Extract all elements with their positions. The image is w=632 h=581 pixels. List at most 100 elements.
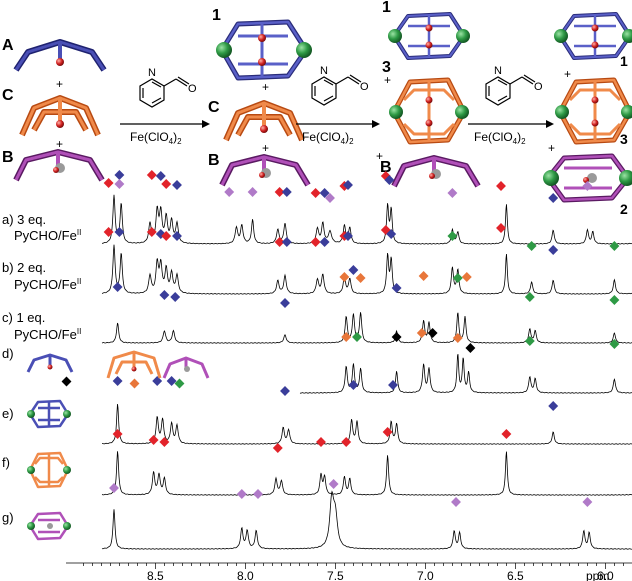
- cage-3b-iron-right: [621, 105, 632, 119]
- peak-marker-a-blue: [114, 170, 125, 180]
- peak-marker-a-violet: [114, 179, 125, 189]
- pyridine-aldehyde-1: [139, 76, 190, 108]
- peak-marker-b-red: [103, 227, 114, 237]
- peak-marker-a-red: [161, 179, 172, 189]
- diamond-orange-legend: [129, 378, 140, 389]
- label-e: e): [2, 406, 14, 421]
- peak-marker-f-red: [272, 443, 283, 453]
- cage-3-orange: [391, 77, 467, 145]
- spectrum-trace-a: [101, 194, 632, 245]
- spectrum-trace-c: [101, 312, 632, 344]
- peak-marker-f-red: [316, 437, 326, 447]
- mini-cage-1-iron-right: [63, 410, 71, 418]
- peak-marker-a-blue: [172, 180, 182, 190]
- spectrum-trace-g: [101, 490, 632, 550]
- label-B3: B: [380, 159, 392, 176]
- mini-tripod-orange: [106, 350, 162, 379]
- peak-marker-b-red: [161, 231, 172, 241]
- peak-marker-a-violet: [582, 181, 593, 191]
- mini-cage-1: [28, 399, 70, 429]
- cage-1b-oxygen-bottom: [425, 41, 433, 49]
- label-c-line1: c) 1 eq.: [2, 310, 45, 325]
- tripod-B-oxygen: [53, 167, 59, 173]
- peak-marker-d-black: [465, 343, 476, 353]
- peak-marker-d-black: [427, 328, 438, 338]
- peak-marker-g-violet: [253, 489, 263, 499]
- cage-1-iron-left: [216, 42, 232, 58]
- peak-marker-c-blue: [112, 282, 123, 292]
- axis-tick-label: 7.0: [417, 569, 434, 581]
- tripod-C2-orange: [223, 100, 305, 142]
- cage-1c-oxygen-bottom: [591, 41, 599, 49]
- peak-marker-f-red: [112, 429, 123, 439]
- diamond-green-legend: [174, 378, 185, 389]
- peak-marker-g-violet: [582, 497, 593, 507]
- peak-marker-a-blue: [319, 188, 330, 198]
- cage-3b-oxygen-top: [591, 96, 599, 104]
- aldehyde-O-1: O: [188, 83, 197, 95]
- peak-marker-g-violet: [451, 497, 461, 507]
- peak-marker-d-green: [352, 332, 362, 342]
- peak-marker-e-blue: [166, 376, 177, 386]
- cage-1c-iron-left: [554, 29, 568, 43]
- peak-marker-c-orange: [339, 272, 350, 282]
- arrow-2-head: [372, 120, 380, 128]
- cage-1b-iron-left: [388, 29, 402, 43]
- mini-cage-1-iron-left: [27, 410, 35, 418]
- cage-2-methyl: [587, 173, 597, 183]
- tripod-B3-oxygen: [429, 173, 435, 179]
- peak-marker-g-violet: [109, 483, 119, 493]
- peak-marker-a-blue: [343, 180, 353, 190]
- peak-marker-a-red: [310, 188, 321, 198]
- peak-marker-b-blue: [281, 237, 292, 247]
- peak-marker-c-blue: [280, 298, 290, 308]
- label-3b: 3: [620, 131, 628, 147]
- peak-marker-e-blue: [548, 401, 559, 411]
- peak-marker-b-red: [274, 237, 285, 247]
- tripod-B2-oxygen: [259, 172, 265, 178]
- cage-1b-iron-right: [456, 29, 470, 43]
- cage-1c-iron-right: [622, 29, 632, 43]
- peak-marker-a-blue: [281, 187, 292, 197]
- label-1a: 1: [212, 7, 221, 24]
- peak-marker-e-blue: [112, 376, 123, 386]
- plus-2: +: [56, 137, 63, 151]
- peak-marker-a-violet: [325, 193, 335, 203]
- cage-1c-blue: [558, 12, 632, 60]
- label-a-line2: PyCHO/FeII: [14, 228, 81, 243]
- pyridine-N-3: N: [494, 65, 502, 77]
- plus-1: +: [56, 77, 63, 91]
- nmr-spectra: [101, 170, 632, 550]
- peak-marker-a-red: [146, 170, 157, 180]
- spectrum-trace-f: [101, 451, 632, 496]
- peak-marker-c-orange: [355, 273, 366, 283]
- peak-marker-g-violet: [328, 479, 339, 489]
- label-1b: 1: [382, 0, 391, 16]
- peak-marker-b-blue: [319, 237, 330, 247]
- peak-marker-e-blue: [348, 380, 359, 390]
- aldehyde-O-3: O: [534, 81, 543, 93]
- tripod-A-blue: [13, 39, 107, 72]
- cage-3-iron-left: [389, 105, 403, 119]
- arrow-3-head: [546, 120, 554, 128]
- mini-structures: [26, 350, 210, 541]
- tripod-C-orange: [19, 95, 101, 137]
- mini-cage-3-iron-left: [27, 466, 35, 474]
- arrow-1-head: [202, 120, 210, 128]
- cage-2-iron-left: [543, 170, 559, 186]
- axis-tick-label: 6.0: [597, 569, 614, 581]
- peak-marker-f-red: [341, 437, 352, 447]
- reagent-2: Fe(ClO4)2: [302, 130, 354, 146]
- peak-marker-b-green: [447, 231, 458, 241]
- mini-tripod-blue-oxygen: [47, 364, 53, 370]
- label-3a: 3: [382, 59, 391, 76]
- mini-cage-2-iron-right: [63, 522, 71, 530]
- peak-marker-f-red: [148, 435, 159, 445]
- axis-tick-label: 8.0: [237, 569, 254, 581]
- peak-marker-a-blue: [155, 171, 166, 181]
- peak-marker-e-blue: [152, 376, 163, 386]
- pyridine-aldehyde-3: [485, 74, 536, 106]
- peak-marker-d-green: [524, 336, 535, 346]
